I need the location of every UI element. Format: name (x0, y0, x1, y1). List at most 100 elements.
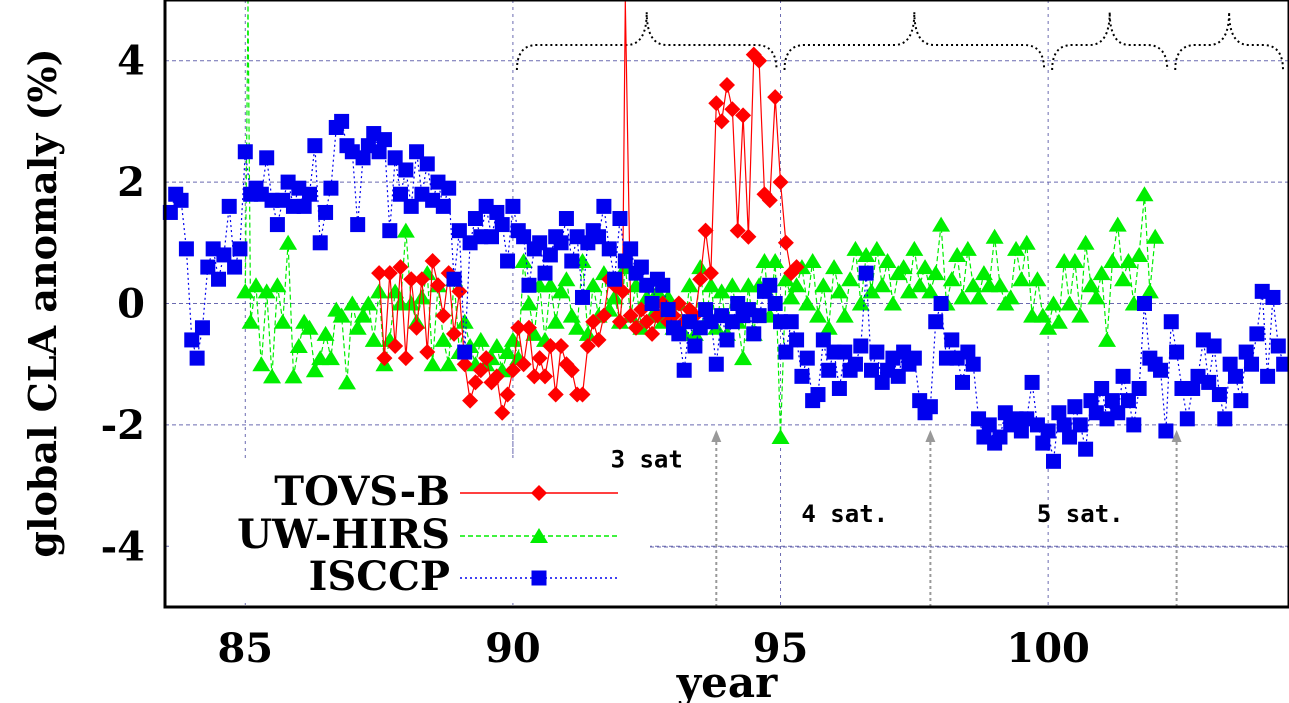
data-point (435, 198, 451, 214)
data-point (1060, 295, 1079, 311)
data-point (776, 271, 795, 287)
data-point (364, 331, 383, 347)
data-point (595, 307, 612, 324)
data-point (810, 387, 826, 403)
data-point (846, 240, 865, 256)
data-point (392, 259, 409, 276)
data-point (596, 198, 612, 214)
data-point (698, 302, 714, 318)
data-point (1103, 253, 1122, 269)
data-point (1076, 234, 1095, 250)
data-point (488, 368, 505, 385)
data-point (1233, 393, 1249, 409)
data-point (241, 313, 260, 329)
data-point (312, 235, 328, 251)
data-point (614, 283, 631, 300)
data-point (590, 331, 607, 348)
data-point (1104, 393, 1120, 409)
data-point (302, 186, 318, 202)
data-point (1062, 429, 1078, 445)
data-point (237, 144, 253, 160)
data-point (815, 332, 831, 348)
data-point (574, 289, 590, 305)
data-point (381, 265, 398, 282)
data-point (751, 308, 767, 324)
data-point (965, 356, 981, 372)
data-point (289, 337, 308, 353)
data-point (323, 180, 339, 196)
data-point (257, 283, 276, 299)
data-point (851, 295, 870, 311)
era-brace (1174, 11, 1284, 71)
data-point (1163, 314, 1179, 330)
data-point (532, 235, 548, 251)
data-point (1211, 387, 1227, 403)
data-point (803, 253, 822, 269)
data-point (1119, 253, 1138, 269)
data-point (1045, 453, 1061, 469)
data-point (922, 399, 938, 415)
data-point (1115, 368, 1131, 384)
data-point (701, 277, 720, 293)
data-point (783, 314, 799, 330)
data-point (268, 277, 287, 293)
data-point (655, 277, 671, 293)
data-point (713, 113, 730, 130)
data-point (729, 222, 746, 239)
y-tick-label: 4 (117, 38, 145, 85)
data-point (318, 204, 334, 220)
data-point (519, 295, 538, 311)
data-point (296, 198, 312, 214)
data-point (503, 331, 522, 347)
data-point (869, 344, 885, 360)
data-point (221, 198, 237, 214)
data-point (562, 307, 581, 323)
data-point (402, 295, 421, 311)
data-point (382, 223, 398, 239)
data-point (767, 89, 784, 106)
data-point (789, 332, 805, 348)
satellite-change-arrows (512, 430, 1289, 607)
data-point (691, 259, 710, 275)
data-point (960, 344, 976, 360)
data-point (894, 259, 913, 275)
data-point (446, 325, 463, 342)
data-point (200, 259, 216, 275)
data-point (687, 338, 703, 354)
data-point (557, 271, 576, 287)
data-point (1028, 271, 1047, 287)
data-point (370, 283, 389, 299)
data-point (1131, 380, 1147, 396)
data-point (1153, 362, 1169, 378)
y-tick-label: -2 (101, 402, 145, 449)
data-point (1078, 441, 1094, 457)
data-point (531, 570, 547, 586)
data-point (498, 344, 517, 360)
data-point (515, 356, 532, 373)
data-point (1092, 265, 1111, 281)
data-point (899, 283, 918, 299)
data-point (300, 319, 319, 335)
data-point (162, 204, 178, 220)
data-point (487, 337, 506, 353)
data-point (857, 246, 876, 262)
data-point (719, 76, 735, 93)
data-point (1238, 344, 1254, 360)
data-point (413, 271, 430, 288)
data-point (933, 296, 949, 311)
era-brace (1051, 11, 1169, 71)
data-point (1136, 296, 1152, 311)
data-point (761, 192, 778, 209)
data-point (746, 326, 762, 342)
data-point (1135, 186, 1154, 202)
data-point (1260, 368, 1276, 384)
data-point (712, 283, 731, 299)
data-point (542, 337, 559, 354)
legend-label: ISCCP (309, 553, 450, 600)
data-point (964, 277, 983, 293)
data-point (1065, 253, 1084, 269)
data-point (574, 386, 591, 403)
data-point (387, 150, 403, 166)
data-point (462, 392, 479, 409)
